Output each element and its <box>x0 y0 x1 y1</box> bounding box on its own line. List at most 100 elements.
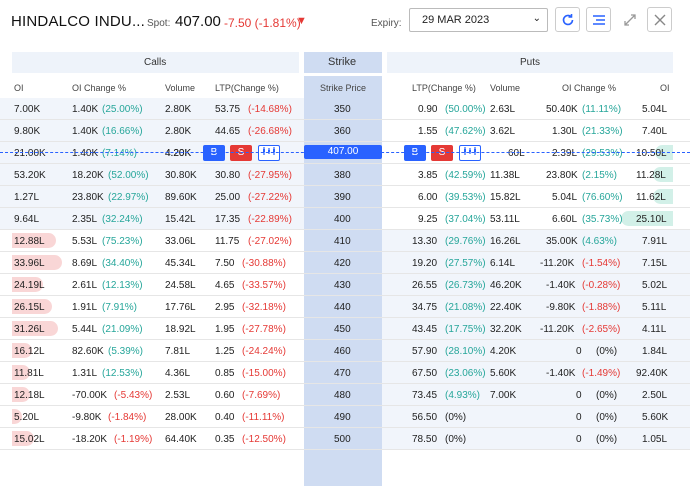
put-oi-change: 35.00K <box>546 236 578 247</box>
put-oi: 25.10L <box>636 214 667 225</box>
put-volume: 60L <box>508 148 525 159</box>
call-oi-change-pct: (75.23%) <box>102 236 143 247</box>
call-oi-change-pct: (-1.84%) <box>108 412 147 423</box>
call-volume: 2.80K <box>165 126 192 137</box>
symbol-title: HINDALCO INDU... <box>11 13 146 30</box>
strike-price: 430 <box>334 280 351 291</box>
call-oi-change: 2.61L <box>72 280 98 291</box>
chart-icon <box>464 147 476 155</box>
put-oi-change: 1.30L <box>552 126 578 137</box>
strike-price: 410 <box>334 236 351 247</box>
col-put-ltp[interactable]: LTP(Change %) <box>412 83 476 93</box>
col-call-ltp[interactable]: LTP(Change %) <box>215 83 279 93</box>
put-oi-change-pct: (4.63%) <box>582 236 618 247</box>
strike-price: 490 <box>334 412 351 423</box>
call-oi-change-pct: (32.24%) <box>102 214 143 225</box>
call-oi-change: 8.69L <box>72 258 98 269</box>
table-row[interactable]: 15.02L -18.20K (-1.19%) 64.40K 0.35 (-12.50%)… <box>0 428 690 450</box>
put-ltp-change: (17.75%) <box>445 324 486 335</box>
put-sell-button[interactable]: S <box>431 145 453 161</box>
close-button[interactable] <box>647 7 672 32</box>
call-oi: 9.80K <box>14 126 41 137</box>
group-headers: Calls Strike Puts <box>0 52 690 73</box>
put-ltp: 56.50 <box>412 412 438 423</box>
col-strike-price[interactable]: Strike Price <box>320 83 367 93</box>
table-row[interactable]: 9.64L 2.35L (32.24%) 15.42L 17.35 (-22.89%) 40… <box>0 208 690 230</box>
call-oi-change: -9.80K <box>72 412 102 423</box>
call-oi-bar <box>12 255 62 270</box>
col-put-oi-change[interactable]: OI Change % <box>562 83 617 93</box>
call-ltp-change: (-24.24%) <box>242 346 286 357</box>
table-row[interactable]: 31.26L 5.44L (21.09%) 18.92L 1.95 (-27.78%) 45… <box>0 318 690 340</box>
call-oi-change-pct: (-5.43%) <box>114 390 153 401</box>
table-row[interactable]: 21.00K1.40K(7.14%)4.20K4.20K37060L2.39L(… <box>0 142 690 164</box>
table-row[interactable]: 33.96L 8.69L (34.40%) 45.34L 7.50 (-30.88%) 42… <box>0 252 690 274</box>
table-row[interactable]: 1.27L 23.80K (22.97%) 89.60K 25.00 (-27.22%) 3… <box>0 186 690 208</box>
put-oi-change-pct: (0%) <box>596 434 618 445</box>
itm-call-highlight <box>0 186 304 207</box>
put-oi: 7.91L <box>642 236 668 247</box>
table-row[interactable]: 12.88L 5.53L (75.23%) 33.06L 11.75 (-27.02%) 4… <box>0 230 690 252</box>
call-oi: 15.02L <box>14 434 45 445</box>
put-chart-button[interactable] <box>459 145 481 161</box>
put-oi-change: 0 <box>576 390 582 401</box>
col-put-oi[interactable]: OI <box>660 83 670 93</box>
put-oi-change: 2.39L <box>552 148 578 159</box>
call-oi-change: 1.91L <box>72 302 98 313</box>
put-oi: 4.11L <box>642 324 667 335</box>
put-oi: 5.02L <box>642 280 668 291</box>
strike-price: 480 <box>334 390 351 401</box>
put-ltp-change: (50.00%) <box>445 104 486 115</box>
table-row[interactable]: 53.20K 18.20K (52.00%) 30.80K 30.80 (-27.95%)… <box>0 164 690 186</box>
table-row[interactable]: 26.15L 1.91L (7.91%) 17.76L 2.95 (-32.18%) 440… <box>0 296 690 318</box>
call-chart-button[interactable] <box>258 145 280 161</box>
put-buy-button[interactable]: B <box>404 145 426 161</box>
table-row[interactable]: 12.18L -70.00K (-5.43%) 2.53L 0.60 (-7.69%) 48… <box>0 384 690 406</box>
down-arrow-icon: ▼ <box>296 15 307 27</box>
list-view-button[interactable] <box>586 7 611 32</box>
col-call-oi-change[interactable]: OI Change % <box>72 83 127 93</box>
expiry-select[interactable]: 29 MAR 2023 ⌄ <box>409 8 548 32</box>
put-ltp: 73.45 <box>412 390 438 401</box>
table-row[interactable]: 7.00K 1.40K (25.00%) 2.80K 53.75 (-14.68%) 350… <box>0 98 690 120</box>
put-ltp-change: (28.10%) <box>445 346 486 357</box>
call-oi: 33.96L <box>14 258 45 269</box>
call-buy-button[interactable]: B <box>203 145 225 161</box>
calls-group-header: Calls <box>12 52 299 73</box>
table-row[interactable]: 16.12L 82.60K (5.39%) 7.81L 1.25 (-24.24%) 460… <box>0 340 690 362</box>
table-row[interactable]: 11.81L 1.31L (12.53%) 4.36L 0.85 (-15.00%) 470… <box>0 362 690 384</box>
call-volume: 30.80K <box>165 170 197 181</box>
call-ltp-change: (-27.95%) <box>248 170 292 181</box>
call-volume: 2.80K <box>165 104 192 115</box>
put-oi: 11.62L <box>636 192 666 203</box>
strike-price: 360 <box>334 126 351 137</box>
put-oi-change-pct: (21.33%) <box>582 126 623 137</box>
put-ltp-change: (37.04%) <box>445 214 486 225</box>
call-oi: 7.00K <box>14 104 41 115</box>
table-row[interactable]: 9.80K 1.40K (16.66%) 2.80K 44.65 (-26.68%) 360… <box>0 120 690 142</box>
col-call-oi[interactable]: OI <box>14 83 24 93</box>
call-sell-button[interactable]: S <box>230 145 252 161</box>
put-oi-change-pct: (11.11%) <box>582 104 622 115</box>
call-ltp: 11.75 <box>215 236 240 247</box>
call-ltp-change: (-32.18%) <box>242 302 286 313</box>
call-ltp-change: (-33.57%) <box>242 280 286 291</box>
put-ltp-change: (0%) <box>445 434 467 445</box>
call-volume: 45.34L <box>165 258 196 269</box>
table-row[interactable]: 5.20L -9.80K (-1.84%) 28.00K 0.40 (-11.11%) 49… <box>0 406 690 428</box>
put-ltp-change: (4.93%) <box>445 390 481 401</box>
col-put-volume[interactable]: Volume <box>490 83 521 93</box>
expand-button[interactable] <box>617 7 642 32</box>
put-oi-bar <box>653 189 673 204</box>
call-oi-bar <box>12 277 43 292</box>
col-call-volume[interactable]: Volume <box>165 83 196 93</box>
itm-put-highlight <box>382 406 690 427</box>
put-oi: 7.40L <box>642 126 668 137</box>
table-row[interactable]: 24.19L 2.61L (12.13%) 24.58L 4.65 (-33.57%) 43… <box>0 274 690 296</box>
put-ltp-change: (47.62%) <box>445 126 486 137</box>
put-oi-change: -1.40K <box>546 368 576 379</box>
put-volume: 7.00K <box>490 390 517 401</box>
put-oi-change: 0 <box>576 412 582 423</box>
put-oi-change-pct: (0%) <box>596 412 618 423</box>
refresh-button[interactable] <box>555 7 580 32</box>
